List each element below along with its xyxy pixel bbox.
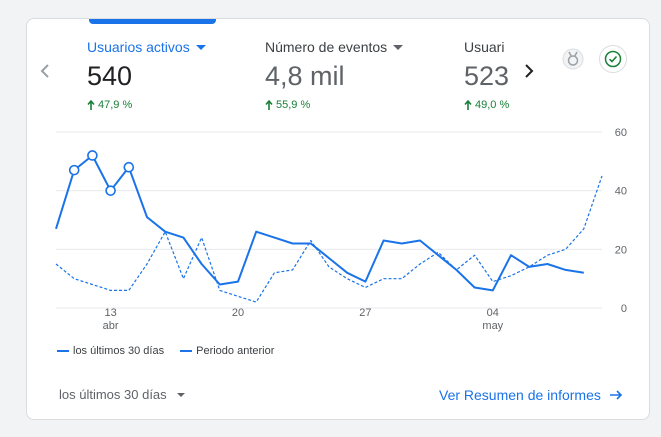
legend-item-current: los últimos 30 días — [57, 345, 164, 357]
metric-change-value: 49,0 % — [475, 99, 510, 111]
metric-value: 540 — [87, 61, 133, 91]
metric-label-wrap: Número de eventos — [265, 39, 455, 55]
series-line-previous — [55, 175, 603, 303]
metric-change: 47,9 % — [87, 99, 277, 111]
active-tab-indicator — [89, 19, 216, 24]
metric-label: Usuarios activos — [87, 39, 190, 55]
metric-tab-usuarios[interactable]: Usuari 523 49,0 % — [464, 39, 512, 111]
x-tick-label: 27 — [359, 307, 371, 319]
view-reports-label: Ver Resumen de informes — [439, 387, 601, 403]
x-tick-label: 20 — [232, 307, 244, 319]
y-tick-label: 40 — [615, 186, 627, 198]
chart-legend: los últimos 30 días Periodo anterior — [57, 345, 290, 357]
legend-item-previous: Periodo anterior — [180, 345, 274, 357]
check-status-button[interactable] — [599, 45, 627, 73]
metric-value: 4,8 mil — [265, 61, 345, 91]
chevron-right-icon — [525, 64, 534, 78]
metric-tab-usuarios-activos[interactable]: Usuarios activos 540 47,9 % — [87, 39, 277, 111]
metric-label-wrap: Usuarios activos — [87, 39, 277, 55]
chevron-left-icon — [40, 64, 49, 78]
legend-swatch-solid — [57, 350, 69, 352]
dropdown-caret-icon[interactable] — [195, 44, 206, 50]
legend-label: los últimos 30 días — [73, 345, 165, 357]
x-tick-sublabel: abr — [103, 320, 119, 332]
x-tick-label: 13 — [104, 307, 116, 319]
metric-value: 523 — [464, 61, 510, 91]
data-point-marker — [68, 164, 80, 176]
metric-change-value: 55,9 % — [276, 99, 311, 111]
arrow-up-icon — [87, 100, 95, 110]
metric-label: Número de eventos — [265, 39, 388, 55]
view-reports-link[interactable]: Ver Resumen de informes — [439, 387, 623, 403]
legend-label: Periodo anterior — [196, 345, 275, 357]
medal-badge — [559, 45, 587, 73]
dropdown-caret-icon[interactable] — [393, 44, 404, 50]
metric-change: 55,9 % — [265, 99, 455, 111]
x-tick-label: 04 — [487, 307, 499, 319]
arrow-up-icon — [265, 100, 273, 110]
legend-swatch-dashed — [180, 350, 193, 352]
arrow-up-icon — [464, 100, 472, 110]
metric-tabs: Usuarios activos 540 47,9 % Número de ev… — [87, 39, 512, 119]
analytics-card: Usuarios activos 540 47,9 % Número de ev… — [26, 18, 650, 420]
y-tick-label: 60 — [615, 127, 627, 139]
data-point-marker — [123, 161, 135, 173]
arrow-right-icon — [609, 390, 622, 400]
check-circle-icon — [604, 50, 622, 68]
date-range-label: los últimos 30 días — [59, 387, 167, 402]
metric-change-value: 47,9 % — [98, 99, 133, 111]
data-point-marker — [105, 185, 116, 196]
previous-metrics-button[interactable] — [37, 59, 53, 83]
y-tick-label: 20 — [615, 244, 627, 256]
data-point-marker — [87, 150, 98, 161]
x-tick-sublabel: may — [482, 320, 503, 332]
metric-change: 49,0 % — [464, 99, 512, 111]
series-line-current — [55, 154, 584, 292]
medal-icon — [562, 48, 584, 70]
metric-tab-numero-de-eventos[interactable]: Número de eventos 4,8 mil 55,9 % — [265, 39, 455, 111]
metric-label: Usuari — [464, 39, 505, 55]
y-tick-label: 0 — [621, 303, 627, 315]
next-metrics-button[interactable] — [519, 59, 539, 83]
date-range-dropdown[interactable]: los últimos 30 días — [59, 387, 185, 402]
dropdown-caret-icon — [176, 392, 185, 397]
metric-label-wrap: Usuari — [464, 39, 512, 55]
